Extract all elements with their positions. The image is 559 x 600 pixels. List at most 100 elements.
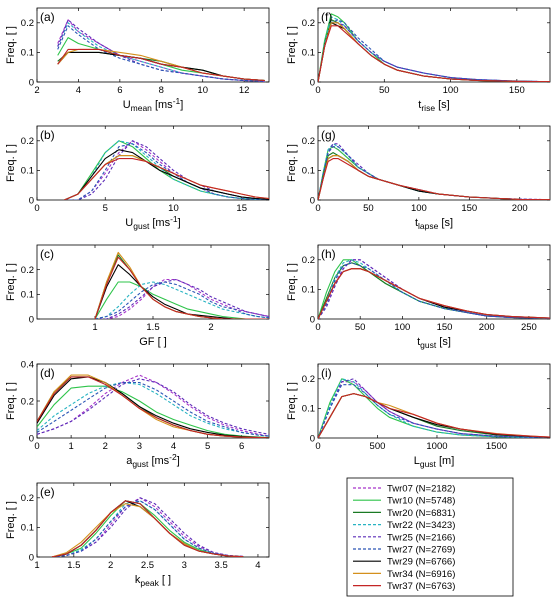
panel-label: (c) — [40, 247, 54, 261]
series-group — [57, 19, 265, 82]
series-line-1 — [95, 278, 269, 319]
series-line-1 — [57, 19, 265, 82]
series-group — [51, 497, 244, 557]
y-tick-label: 0.2 — [21, 265, 34, 276]
series-line-9 — [318, 268, 550, 319]
series-line-5 — [37, 378, 269, 435]
panel-d: 0 1 2 3 4 5 6 0 0.2 0.4 (d) Freq. [ ] agust [ms-2] — [5, 359, 270, 469]
panel-c: 1 1.5 2 0 0.1 0.2 (c) Freq. [ ] GF [ ] — [5, 244, 270, 348]
y-axis-label: Freq. [ ] — [5, 144, 17, 182]
series-group — [318, 143, 550, 200]
x-tick-label: 0 — [315, 322, 320, 333]
x-tick-label: 4 — [255, 560, 260, 571]
legend-label: Twr25 (N=2166) — [387, 532, 455, 543]
x-tick-label: 3.5 — [215, 560, 228, 571]
series-line-9 — [318, 393, 550, 438]
series-group — [64, 140, 269, 200]
legend-entry: Twr25 (N=2166) — [353, 532, 455, 543]
series-line-9 — [37, 376, 269, 438]
y-tick-label: 0.4 — [21, 359, 34, 370]
x-tick-label: 100 — [443, 85, 459, 96]
y-tick-label: 0 — [29, 433, 34, 444]
y-tick-label: 0.1 — [21, 290, 34, 301]
panel-i: 0 500 1000 1500 0 0.1 0.2 (i) Freq. [ ] Lgust [m] — [286, 363, 551, 469]
y-tick-label: 0 — [29, 195, 34, 206]
legend-entry: Twr34 (N=6916) — [353, 569, 455, 580]
x-tick-label: 1 — [34, 560, 39, 571]
x-tick-label: 3 — [137, 441, 142, 452]
x-tick-label: 6 — [117, 85, 122, 96]
legend-label: Twr29 (N=6766) — [387, 557, 455, 568]
legend-label: Twr37 (N=6763) — [387, 581, 455, 592]
panel-e: 1 1.5 2 2.5 3 3.5 4 0 0.1 0.2 (e) Freq. [ ] kpeak [ … — [5, 482, 270, 588]
legend-label: Twr34 (N=6916) — [387, 569, 455, 580]
panel-label: (g) — [321, 128, 336, 142]
plot-frame — [317, 7, 551, 83]
y-axis-label: Freq. [ ] — [286, 263, 298, 301]
x-tick-label: 1 — [68, 441, 73, 452]
x-tick-label: 6 — [239, 441, 244, 452]
x-tick-label: 1500 — [486, 441, 507, 452]
x-tick-label: 5 — [103, 203, 108, 214]
legend-label: Twr07 (N=2182) — [387, 484, 455, 495]
y-tick-label: 0.2 — [302, 255, 315, 266]
y-tick-label: 0.2 — [302, 18, 315, 29]
y-tick-label: 0.1 — [302, 166, 315, 177]
y-tick-label: 0.2 — [21, 136, 34, 147]
series-line-7 — [94, 264, 269, 319]
legend-entry: Twr37 (N=6763) — [353, 581, 455, 592]
panel-label: (e) — [40, 485, 55, 499]
legend-entry: Twr10 (N=5748) — [353, 496, 455, 507]
x-tick-label: 2 — [103, 441, 108, 452]
x-axis-label: agust [ms-2] — [126, 452, 180, 469]
plot-frame — [36, 482, 270, 558]
x-axis-label: trise [s] — [418, 99, 449, 113]
series-line-2 — [37, 385, 269, 438]
series-line-9 — [64, 158, 269, 200]
series-line-9 — [51, 500, 244, 557]
series-line-5 — [95, 278, 269, 319]
legend-label: Twr20 (N=6831) — [387, 508, 455, 519]
series-line-6 — [37, 381, 269, 437]
y-tick-label: 0.2 — [21, 18, 34, 29]
x-axis-label: tlapse [s] — [415, 217, 453, 231]
x-tick-label: 0 — [34, 441, 39, 452]
panel-label: (h) — [321, 247, 336, 261]
series-line-6 — [51, 500, 244, 557]
series-line-6 — [57, 25, 265, 82]
y-tick-label: 0.2 — [21, 396, 34, 407]
legend-entry: Twr22 (N=3423) — [353, 520, 455, 531]
y-axis-label: Freq. [ ] — [286, 382, 298, 420]
series-line-1 — [64, 140, 269, 200]
x-tick-label: 150 — [509, 85, 525, 96]
x-axis-label: GF [ ] — [139, 336, 167, 348]
x-tick-label: 500 — [370, 441, 386, 452]
x-axis-label: Lgust [m] — [414, 455, 455, 469]
panel-f: 0 50 100 150 0 0.1 0.2 (f) Freq. [ ] trise [s] — [286, 7, 551, 113]
y-tick-label: 0.1 — [302, 285, 315, 296]
x-tick-label: 100 — [394, 322, 410, 333]
x-tick-label: 50 — [363, 203, 374, 214]
x-tick-label: 200 — [479, 322, 495, 333]
plot-frame — [36, 125, 270, 201]
x-axis-label: Ugust [ms-1] — [125, 214, 180, 231]
y-tick-label: 0 — [310, 195, 315, 206]
series-line-7 — [37, 376, 269, 438]
panel-label: (b) — [40, 128, 55, 142]
x-tick-label: 0 — [34, 203, 39, 214]
x-tick-label: 150 — [437, 322, 453, 333]
y-tick-label: 0 — [29, 314, 34, 325]
y-tick-label: 0.1 — [21, 48, 34, 59]
x-tick-label: 200 — [512, 203, 528, 214]
x-tick-label: 1000 — [426, 441, 447, 452]
x-tick-label: 0 — [315, 203, 320, 214]
series-line-9 — [318, 158, 550, 200]
x-tick-label: 0 — [315, 441, 320, 452]
x-tick-label: 150 — [461, 203, 477, 214]
x-tick-label: 10 — [197, 85, 208, 96]
series-group — [318, 13, 550, 82]
series-line-9 — [57, 48, 265, 82]
y-tick-label: 0.1 — [302, 48, 315, 59]
panel-label: (d) — [40, 366, 55, 380]
plot-frame — [317, 244, 551, 320]
